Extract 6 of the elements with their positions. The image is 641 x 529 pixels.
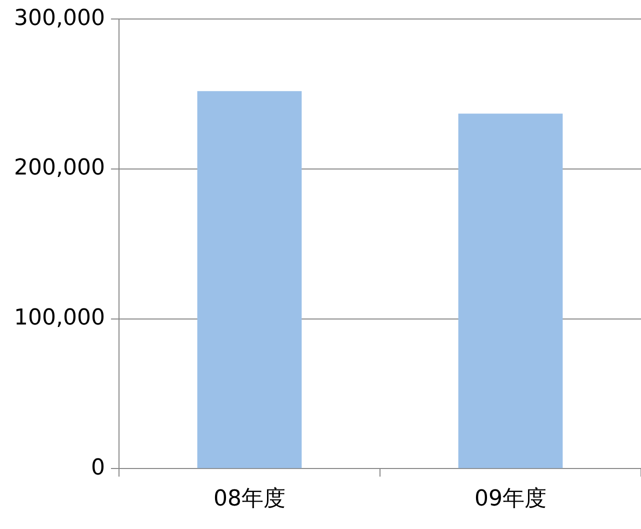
y-tick-label: 0 xyxy=(90,455,105,480)
x-tick-label: 08年度 xyxy=(213,486,286,512)
y-tick-label: 100,000 xyxy=(14,306,105,331)
y-tick-label: 200,000 xyxy=(14,156,105,181)
x-tick-label: 09年度 xyxy=(474,486,546,512)
y-tick-label: 300,000 xyxy=(14,6,105,31)
